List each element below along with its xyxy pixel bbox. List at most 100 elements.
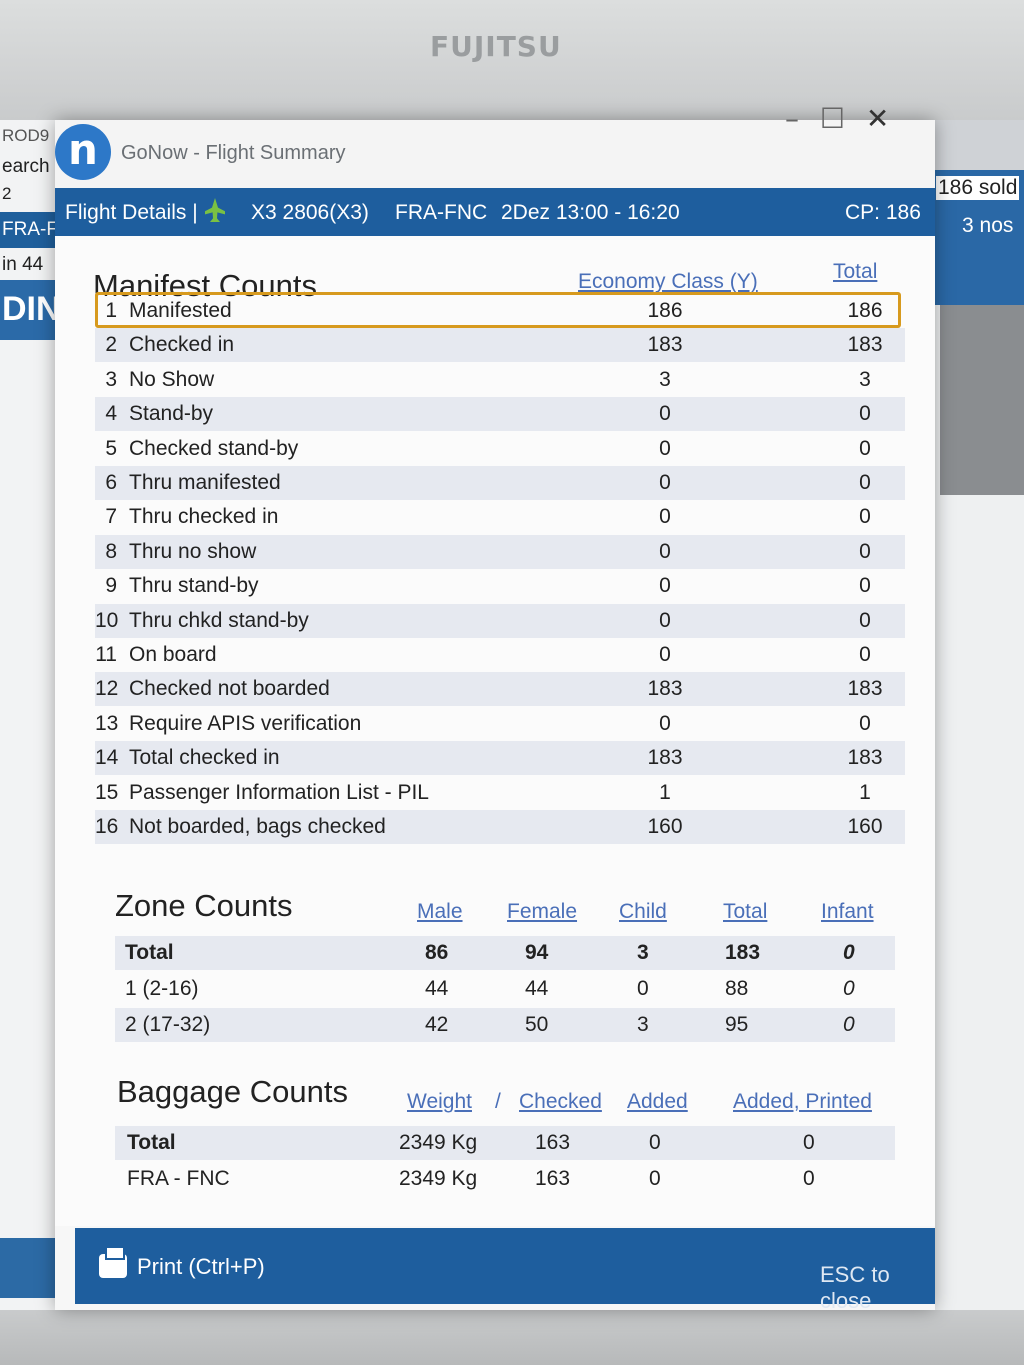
- row-number: 10: [95, 608, 119, 632]
- row-label: Checked stand-by: [129, 436, 299, 460]
- economy-count: 3: [659, 367, 671, 391]
- background-text: 2: [2, 184, 12, 203]
- row-number: 16: [95, 815, 119, 838]
- monitor-bezel-bottom: [0, 1310, 1024, 1365]
- total-count: 0: [859, 608, 871, 632]
- row-number: 3: [105, 367, 117, 391]
- baggage-section-title: Baggage Counts: [117, 1074, 348, 1109]
- total-count: 3: [859, 367, 871, 391]
- manifest-row[interactable]: 2 Checked in 183 183: [95, 328, 905, 363]
- row-number: 9: [105, 574, 117, 598]
- header-separator: /: [495, 1090, 501, 1113]
- added-bags-header: Added: [627, 1090, 688, 1113]
- manifest-section-title: Manifest Counts: [93, 268, 317, 303]
- airplane-icon: [205, 198, 225, 222]
- baggage-route: Total: [127, 1131, 176, 1154]
- manifest-row[interactable]: 8 Thru no show 0 0: [95, 534, 905, 569]
- esc-close-hint[interactable]: ESC to close: [820, 1262, 890, 1313]
- manifest-row[interactable]: 16 Not boarded, bags checked 160 160: [95, 810, 905, 844]
- weight-header: Weight: [407, 1090, 472, 1113]
- maximize-button[interactable]: ☐: [819, 102, 852, 135]
- background-route: FRA-F: [2, 219, 58, 240]
- manifest-row[interactable]: 10 Thru chkd stand-by 0 0: [95, 603, 905, 638]
- manifest-row[interactable]: 1 Manifested 186 186: [95, 294, 905, 328]
- economy-count: 0: [659, 643, 671, 666]
- row-label: Manifested: [129, 299, 232, 322]
- economy-count: 186: [647, 299, 683, 322]
- total-header: Total: [833, 260, 878, 283]
- female-count: 94: [525, 941, 549, 964]
- minimize-button[interactable]: –: [785, 102, 805, 135]
- manifest-row[interactable]: 9 Thru stand-by 0 0: [95, 569, 905, 603]
- baggage-route: FRA - FNC: [127, 1167, 230, 1190]
- row-number: 12: [95, 677, 119, 701]
- total-count: 183: [847, 746, 883, 770]
- child-count: 3: [637, 941, 649, 964]
- female-count: 50: [525, 1013, 549, 1036]
- zone-total-count: 88: [725, 977, 749, 1000]
- male-count: 42: [425, 1013, 449, 1036]
- manifest-row[interactable]: 5 Checked stand-by 0 0: [95, 432, 905, 466]
- manifest-row[interactable]: 12 Checked not boarded 183 183: [95, 672, 905, 707]
- baggage-row: Total 2349 Kg 163 0 0: [115, 1126, 895, 1160]
- selected-row-outline: [95, 292, 901, 328]
- total-count: 183: [847, 677, 883, 701]
- row-label: On board: [129, 643, 217, 666]
- economy-count: 0: [659, 436, 671, 460]
- window-controls: – ☐ ✕: [785, 102, 895, 135]
- row-label: Not boarded, bags checked: [129, 815, 386, 838]
- background-right-panel: [940, 305, 1024, 495]
- row-number: 14: [95, 746, 119, 770]
- zone-name: 1 (2-16): [125, 977, 199, 1000]
- row-number: 4: [105, 402, 117, 426]
- row-label: Checked in: [129, 333, 235, 357]
- summary-content: Manifest Counts Economy Class (Y) Total …: [55, 236, 935, 1226]
- economy-count: 0: [659, 471, 671, 494]
- economy-count: 0: [659, 539, 671, 563]
- baggage-row: FRA - FNC 2349 Kg 163 0 0: [115, 1162, 895, 1196]
- flight-details-header: Flight Details | X3 2806(X3) FRA-FNC 2De…: [55, 188, 935, 236]
- checked-bags-header: Checked: [519, 1090, 602, 1113]
- manifest-row[interactable]: 11 On board 0 0: [95, 638, 905, 672]
- zone-total-header: Total: [723, 900, 768, 923]
- row-number: 7: [105, 505, 117, 529]
- added-printed-header: Added, Printed: [733, 1090, 872, 1113]
- window-title: GoNow - Flight Summary: [121, 142, 346, 164]
- total-count: 1: [859, 780, 871, 804]
- manifest-row[interactable]: 3 No Show 3 3: [95, 363, 905, 397]
- economy-count: 0: [659, 574, 671, 598]
- zone-total-count: 95: [725, 1013, 749, 1036]
- female-count: 44: [525, 977, 549, 1000]
- checked-bags-count: 163: [535, 1167, 571, 1190]
- close-button[interactable]: ✕: [865, 102, 896, 135]
- manifest-row[interactable]: 7 Thru checked in 0 0: [95, 500, 905, 534]
- total-count: 0: [859, 402, 871, 426]
- manifest-row[interactable]: 6 Thru manifested 0 0: [95, 466, 905, 500]
- flight-schedule: 2Dez 13:00 - 16:20: [501, 201, 680, 224]
- child-header: Child: [619, 900, 667, 923]
- row-label: Thru manifested: [129, 471, 281, 494]
- male-header: Male: [417, 900, 463, 923]
- infant-header: Infant: [821, 900, 874, 923]
- zone-row: Total 86 94 3 183 0: [115, 936, 895, 970]
- checked-bags-count: 163: [535, 1131, 571, 1154]
- total-count: 0: [859, 436, 871, 460]
- manifest-row[interactable]: 14 Total checked in 183 183: [95, 741, 905, 776]
- baggage-weight: 2349 Kg: [399, 1167, 478, 1190]
- background-banner-text: DIN: [2, 290, 61, 328]
- printer-icon[interactable]: [99, 1246, 127, 1278]
- background-text: in 44: [2, 254, 44, 275]
- row-label: Stand-by: [129, 402, 214, 426]
- infant-count: 0: [843, 1013, 855, 1036]
- manifest-row[interactable]: 15 Passenger Information List - PIL 1 1: [95, 776, 905, 810]
- economy-count: 160: [647, 815, 683, 838]
- manifest-row[interactable]: 4 Stand-by 0 0: [95, 397, 905, 432]
- manifest-row[interactable]: 13 Require APIS verification 0 0: [95, 707, 905, 741]
- background-search-label[interactable]: earch: [2, 156, 50, 177]
- flight-number: X3 2806(X3): [251, 201, 369, 224]
- row-number: 1: [105, 299, 117, 322]
- dialog-footer: Print (Ctrl+P) ESC to close: [75, 1228, 935, 1313]
- print-button[interactable]: Print (Ctrl+P): [137, 1254, 265, 1279]
- row-label: Passenger Information List - PIL: [129, 780, 429, 804]
- economy-count: 183: [647, 333, 683, 357]
